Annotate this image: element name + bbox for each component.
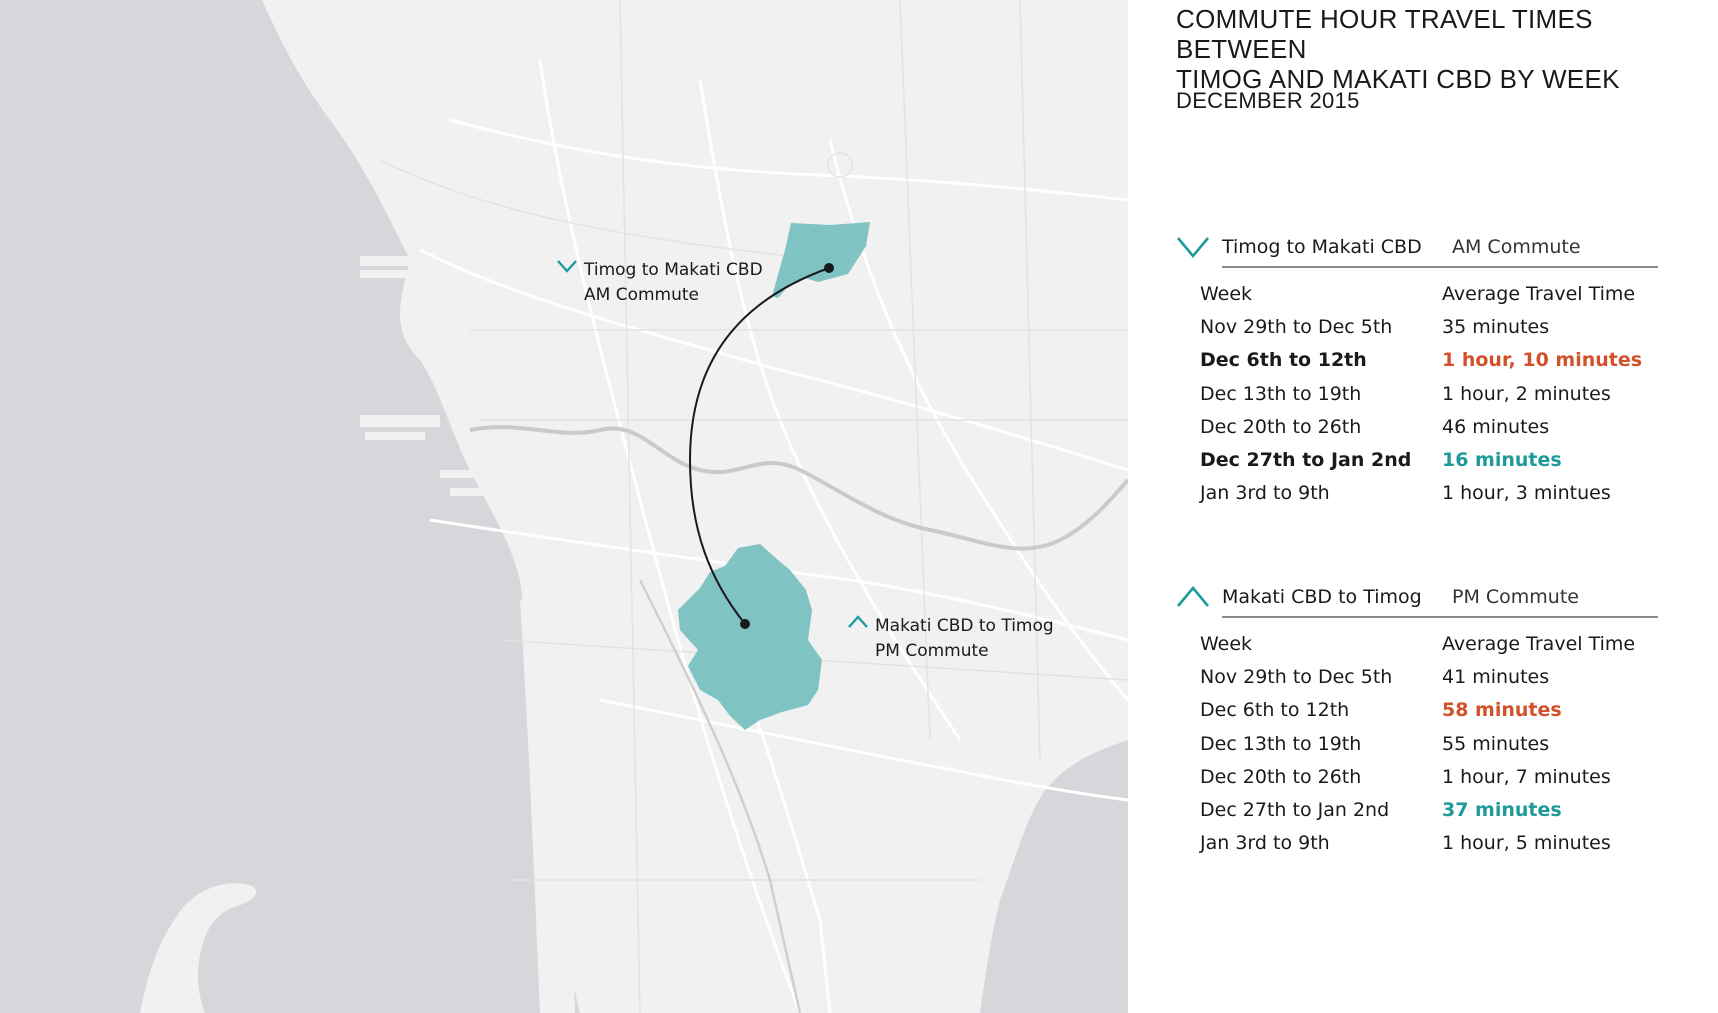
- am-table-body: Nov 29th to Dec 5th 35 minutes Dec 6th to …: [1200, 310, 1662, 510]
- commute-route-arc: [688, 267, 830, 625]
- pm-commute-section: Makati CBD to Timog PM Commute Week Aver…: [1176, 582, 1676, 854]
- map-label-am-route: Timog to Makati CBD: [584, 260, 763, 280]
- travel-time-cell: 35 minutes: [1442, 315, 1550, 338]
- column-header-time: Average Travel Time: [1442, 632, 1636, 655]
- table-row: Dec 6th to 12th 58 minutes: [1200, 694, 1662, 727]
- map-label-am: Timog to Makati CBD AM Commute: [557, 258, 763, 308]
- week-cell: Nov 29th to Dec 5th: [1200, 315, 1393, 338]
- page-title: COMMUTE HOUR TRAVEL TIMES BETWEEN TIMOG …: [1176, 4, 1718, 94]
- cavite-peninsula: [140, 883, 257, 1013]
- chevron-down-icon: [1176, 234, 1210, 264]
- table-row: Dec 6th to 12th 1 hour, 10 minutes: [1200, 344, 1662, 377]
- map-label-am-period: AM Commute: [584, 285, 699, 305]
- travel-time-cell: 41 minutes: [1442, 665, 1550, 688]
- pm-route-label: Makati CBD to Timog: [1222, 586, 1422, 608]
- port-piers: [360, 256, 486, 496]
- table-row: Dec 27th to Jan 2nd 37 minutes: [1200, 793, 1662, 826]
- am-travel-table: Week Average Travel Time Nov 29th to Dec…: [1200, 277, 1662, 510]
- rail-line: [638, 579, 802, 1013]
- table-row: Dec 13th to 19th 55 minutes: [1200, 727, 1662, 760]
- travel-time-cell: 1 hour, 10 minutes: [1442, 349, 1643, 372]
- travel-time-cell: 37 minutes: [1442, 799, 1562, 822]
- column-header-week: Week: [1200, 282, 1253, 305]
- pm-section-header: Makati CBD to Timog PM Commute: [1176, 582, 1676, 618]
- column-header-time: Average Travel Time: [1442, 282, 1636, 305]
- table-row: Dec 13th to 19th 1 hour, 2 minutes: [1200, 377, 1662, 410]
- week-cell: Dec 6th to 12th: [1200, 699, 1350, 722]
- week-cell: Jan 3rd to 9th: [1200, 482, 1330, 505]
- week-cell: Dec 27th to Jan 2nd: [1200, 799, 1390, 822]
- column-header-week: Week: [1200, 632, 1253, 655]
- table-row: Nov 29th to Dec 5th 35 minutes: [1200, 310, 1662, 343]
- travel-time-cell: 46 minutes: [1442, 415, 1550, 438]
- page-subtitle: DECEMBER 2015: [1176, 88, 1360, 113]
- table-row: Dec 27th to Jan 2nd 16 minutes: [1200, 443, 1662, 476]
- page-title-line-2: TIMOG AND MAKATI CBD BY WEEK: [1176, 64, 1620, 94]
- table-row: Dec 20th to 26th 46 minutes: [1200, 410, 1662, 443]
- info-panel: COMMUTE HOUR TRAVEL TIMES BETWEEN TIMOG …: [1176, 0, 1718, 1013]
- manila-bay-water: [0, 0, 580, 1013]
- travel-time-cell: 1 hour, 2 minutes: [1442, 382, 1611, 405]
- pasig-river: [469, 425, 1128, 551]
- week-cell: Dec 13th to 19th: [1200, 382, 1362, 405]
- table-header-row: Week Average Travel Time: [1200, 277, 1662, 310]
- week-cell: Dec 6th to 12th: [1200, 349, 1367, 372]
- travel-time-cell: 58 minutes: [1442, 699, 1562, 722]
- pm-table-body: Nov 29th to Dec 5th 41 minutes Dec 6th to …: [1200, 660, 1662, 860]
- am-section-header: Timog to Makati CBD AM Commute: [1176, 232, 1676, 268]
- week-cell: Dec 27th to Jan 2nd: [1200, 449, 1412, 472]
- map-label-pm-period: PM Commute: [875, 641, 989, 661]
- reclaimed-land: [520, 600, 575, 1013]
- week-cell: Dec 20th to 26th: [1200, 765, 1362, 788]
- am-route-label: Timog to Makati CBD: [1222, 236, 1422, 258]
- travel-time-cell: 1 hour, 3 mintues: [1442, 482, 1611, 505]
- table-row: Nov 29th to Dec 5th 41 minutes: [1200, 660, 1662, 693]
- travel-time-cell: 1 hour, 5 minutes: [1442, 832, 1611, 855]
- week-cell: Dec 20th to 26th: [1200, 415, 1362, 438]
- am-period-label: AM Commute: [1452, 236, 1581, 258]
- table-row: Jan 3rd to 9th 1 hour, 3 mintues: [1200, 477, 1662, 510]
- week-cell: Jan 3rd to 9th: [1200, 832, 1330, 855]
- am-section-divider: [1222, 266, 1658, 268]
- table-row: Dec 20th to 26th 1 hour, 7 minutes: [1200, 760, 1662, 793]
- page-title-line-1: COMMUTE HOUR TRAVEL TIMES BETWEEN: [1176, 4, 1593, 64]
- pm-section-divider: [1222, 616, 1658, 618]
- map-view[interactable]: Timog to Makati CBD AM Commute Makati CB…: [0, 0, 1128, 1013]
- travel-time-cell: 1 hour, 7 minutes: [1442, 765, 1611, 788]
- am-commute-section: Timog to Makati CBD AM Commute Week Aver…: [1176, 232, 1676, 504]
- map-label-pm-route: Makati CBD to Timog: [875, 616, 1054, 636]
- timog-zone[interactable]: [772, 222, 870, 298]
- table-row: Jan 3rd to 9th 1 hour, 5 minutes: [1200, 827, 1662, 860]
- travel-time-cell: 55 minutes: [1442, 732, 1550, 755]
- makati-cbd-zone[interactable]: [678, 544, 822, 730]
- pm-travel-table: Week Average Travel Time Nov 29th to Dec…: [1200, 627, 1662, 860]
- week-cell: Nov 29th to Dec 5th: [1200, 665, 1393, 688]
- table-header-row: Week Average Travel Time: [1200, 627, 1662, 660]
- road-network-minor: [379, 0, 1128, 1013]
- week-cell: Dec 13th to 19th: [1200, 732, 1362, 755]
- chevron-up-icon: [1176, 584, 1210, 614]
- makati-cbd-point[interactable]: [740, 619, 750, 629]
- map-label-pm: Makati CBD to Timog PM Commute: [848, 614, 1054, 664]
- pm-period-label: PM Commute: [1452, 586, 1579, 608]
- map-canvas: [0, 0, 1128, 1013]
- timog-point[interactable]: [824, 263, 834, 273]
- laguna-lake-water: [980, 740, 1128, 1013]
- travel-time-cell: 16 minutes: [1442, 449, 1562, 472]
